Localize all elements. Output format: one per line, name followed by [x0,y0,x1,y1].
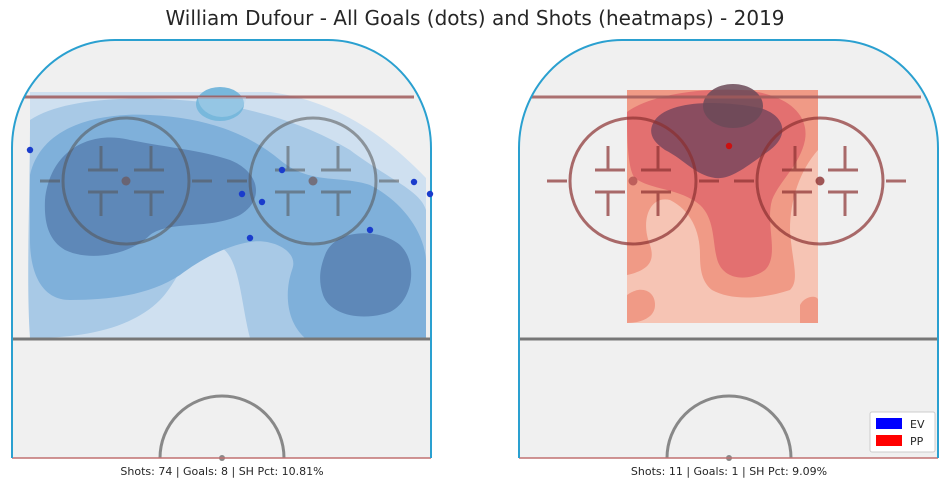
goal-crease [198,97,246,117]
ev-stats-text: Shots: 74 | Goals: 8 | SH Pct: 10.81% [120,465,323,478]
goal-dot [426,190,434,198]
faceoff-circle-right [734,116,906,246]
pp-heat-crease [703,84,763,128]
legend: EV PP [869,411,936,453]
goal-dot [366,226,374,234]
pp-heat-level-2 [627,289,655,323]
faceoff-dot-left [628,176,638,186]
faceoff-dot-right [815,176,825,186]
legend-swatch-ev [876,418,902,429]
faceoff-dot-right [308,176,318,186]
rink-pp [518,39,939,461]
pp-goal-dots [725,142,733,150]
ev-heat-level-4 [320,233,412,317]
faceoff-circle-left [40,116,212,246]
ev-shot-heatmap [28,87,426,338]
ev-goal-dots [26,146,434,242]
goal-dot [258,198,266,206]
goal-dot [278,166,286,174]
faceoff-dot-left [121,176,131,186]
legend-label-ev: EV [910,418,925,431]
faceoff-circle-left [547,116,719,246]
pp-heat-level-2 [800,296,818,323]
goal-dot [410,178,418,186]
legend-label-pp: PP [910,435,924,448]
pp-shot-heatmap [627,84,818,323]
goal-dot [725,142,733,150]
center-circle [158,394,286,459]
goal-dot [26,146,34,154]
center-circle [665,394,793,459]
chart-title: William Dufour - All Goals (dots) and Sh… [165,6,784,30]
boards [11,39,432,458]
rink-ev [11,39,434,461]
goal-dot [238,190,246,198]
boards [518,39,939,458]
pp-stats-text: Shots: 11 | Goals: 1 | SH Pct: 9.09% [631,465,827,478]
legend-swatch-pp [876,435,902,446]
goal-dot [246,234,254,242]
